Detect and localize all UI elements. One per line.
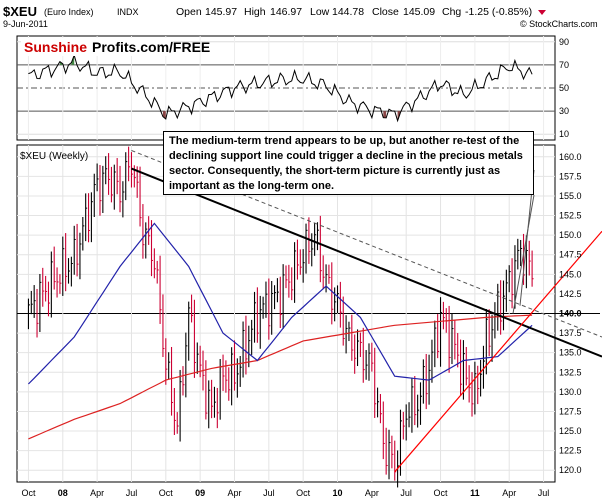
time-tick-label: Jul xyxy=(126,488,138,498)
declining-resistance-line xyxy=(131,167,602,358)
ma-long-line xyxy=(28,314,533,440)
ma-short-line xyxy=(27,222,533,385)
price-tick-label: 152.5 xyxy=(559,211,582,221)
time-tick-label: Oct xyxy=(159,488,174,498)
watermark: Sunshine Profits.com/FREE xyxy=(21,38,210,56)
rsi-oversold-fill xyxy=(383,111,387,118)
price-tick-label: 140.0 xyxy=(559,309,582,319)
watermark-part2: Profits.com/FREE xyxy=(92,39,210,55)
open-label: Open xyxy=(176,6,202,18)
price-tick-label: 157.5 xyxy=(559,171,582,181)
time-tick-label: Oct xyxy=(21,488,36,498)
price-tick-label: 137.5 xyxy=(559,328,582,338)
callout-pointer xyxy=(512,194,535,314)
time-tick-label: Jul xyxy=(538,488,550,498)
rsi-axis: 10 30 50 70 90 xyxy=(559,37,569,139)
annotation-box: The medium-term trend appears to be up, … xyxy=(163,131,534,195)
price-tick-label: 132.5 xyxy=(559,367,582,377)
time-tick-label: Apr xyxy=(90,488,104,498)
price-tick-label: 160.0 xyxy=(559,152,582,162)
rsi-tick-label: 50 xyxy=(559,83,569,93)
price-axis: 120.0 122.5 125.0 127.5 130.0 132.5 135.0 137.5… xyxy=(559,152,582,475)
watermark-part1: Sunshine xyxy=(24,39,87,55)
low-value: 144.78 xyxy=(332,6,364,18)
close-value: 145.09 xyxy=(403,6,435,18)
time-tick-label: Apr xyxy=(365,488,379,498)
time-axis: Oct 08 Apr Jul Oct 09 Apr Jul Oct 10 Apr Jul Oct 11 Ap… xyxy=(21,488,549,498)
price-panel: 120.0 122.5 125.0 127.5 130.0 132.5 135.0 137.5… xyxy=(16,144,602,498)
date-label: 9-Jun-2011 xyxy=(3,19,48,29)
price-bars xyxy=(27,146,534,488)
time-tick-label: Apr xyxy=(502,488,516,498)
rsi-tick-label: 90 xyxy=(559,37,569,47)
rsi-tick-label: 30 xyxy=(559,106,569,116)
price-tick-label: 150.0 xyxy=(559,230,582,240)
rising-support-line xyxy=(394,230,602,473)
price-tick-label: 147.5 xyxy=(559,250,582,260)
price-tick-label: 125.0 xyxy=(559,426,582,436)
time-tick-label: 10 xyxy=(333,488,343,498)
price-tick-label: 135.0 xyxy=(559,348,582,358)
open-value: 145.97 xyxy=(205,6,237,18)
price-grid xyxy=(17,145,600,482)
time-tick-label: Oct xyxy=(296,488,311,498)
price-tick-label: 145.0 xyxy=(559,269,582,279)
rsi-line xyxy=(28,53,533,123)
exchange-label: INDX xyxy=(117,7,139,17)
copyright-label: © StockCharts.com xyxy=(520,19,598,29)
close-label: Close xyxy=(372,6,399,18)
time-tick-label: 11 xyxy=(470,488,480,498)
symbol-label: $XEU xyxy=(3,4,37,19)
price-tick-label: 130.0 xyxy=(559,387,582,397)
rsi-tick-label: 70 xyxy=(559,60,569,70)
index-name: (Euro Index) xyxy=(44,7,94,17)
rsi-panel: 10 30 50 70 90 Sunshine Profits.com/FREE xyxy=(16,35,569,141)
price-tick-label: 120.0 xyxy=(559,465,582,475)
price-tick-label: 127.5 xyxy=(559,406,582,416)
chg-value: -1.25 (-0.85%) xyxy=(465,6,532,18)
time-tick-label: 09 xyxy=(195,488,205,498)
low-label: Low xyxy=(310,6,330,18)
time-tick-label: Jul xyxy=(400,488,412,498)
price-title: $XEU (Weekly) xyxy=(20,151,88,162)
chart-header: $XEU (Euro Index) INDX 9-Jun-2011 Open 1… xyxy=(3,4,598,29)
down-arrow-icon xyxy=(538,10,546,15)
price-tick-label: 142.5 xyxy=(559,289,582,299)
time-tick-label: Jul xyxy=(263,488,275,498)
high-value: 146.97 xyxy=(270,6,302,18)
price-tick-label: 122.5 xyxy=(559,446,582,456)
watermark-bg xyxy=(21,38,171,56)
chg-label: Chg xyxy=(442,6,461,18)
price-tick-label: 155.0 xyxy=(559,191,582,201)
rsi-tick-label: 10 xyxy=(559,129,569,139)
time-tick-label: Apr xyxy=(227,488,241,498)
high-label: High xyxy=(244,6,266,18)
time-tick-label: 08 xyxy=(58,488,68,498)
time-tick-label: Oct xyxy=(434,488,449,498)
